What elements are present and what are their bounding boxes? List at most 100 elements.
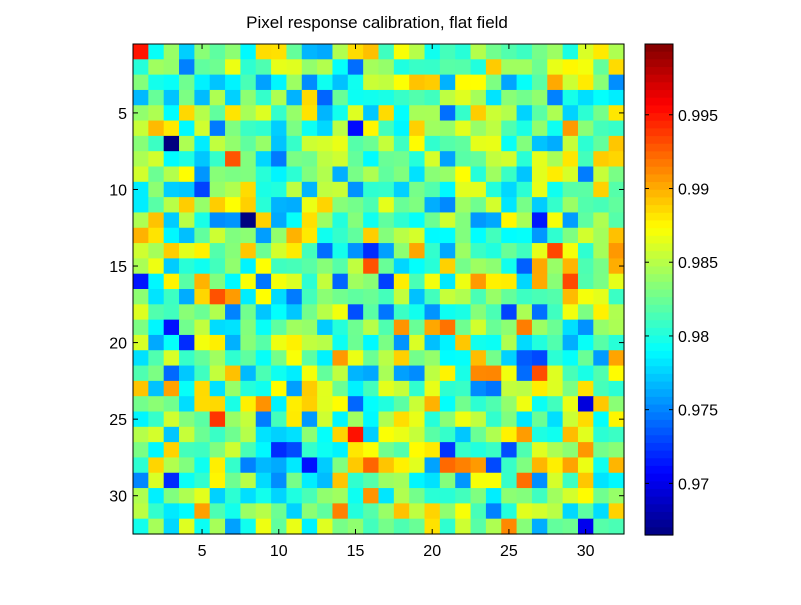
- heatmap-cell: [363, 135, 380, 152]
- heatmap-cell: [485, 74, 502, 91]
- heatmap-cell: [271, 411, 288, 428]
- heatmap-cell: [424, 74, 441, 91]
- heatmap-cell: [347, 197, 364, 214]
- heatmap-cell: [593, 426, 610, 443]
- heatmap-cell: [209, 212, 226, 229]
- heatmap-cell: [393, 227, 410, 244]
- heatmap-cell: [501, 503, 518, 520]
- colorbar-segment: [645, 389, 673, 398]
- heatmap-cell: [608, 289, 625, 305]
- colorbar-segment: [645, 419, 673, 429]
- heatmap-cell: [363, 166, 380, 183]
- heatmap-cell: [225, 426, 241, 443]
- heatmap-cell: [148, 518, 165, 535]
- heatmap-cell: [255, 227, 272, 244]
- heatmap-cell: [317, 411, 334, 428]
- heatmap-cell: [439, 457, 456, 474]
- heatmap-cell: [547, 365, 564, 382]
- x-axis: 5 10 15 20 25 30: [198, 44, 595, 560]
- heatmap-cell: [133, 227, 149, 244]
- heatmap-cell: [301, 151, 318, 168]
- heatmap-cell: [485, 120, 502, 137]
- heatmap-cell: [301, 135, 318, 152]
- heatmap-cell: [470, 74, 487, 91]
- heatmap-cell: [409, 518, 426, 535]
- heatmap-cell: [317, 319, 334, 336]
- heatmap-cell: [240, 105, 257, 122]
- heatmap-cell: [240, 212, 257, 229]
- heatmap-cell: [209, 181, 226, 198]
- heatmap-cell: [332, 59, 349, 76]
- heatmap-cell: [363, 488, 380, 504]
- heatmap-cell: [439, 350, 456, 367]
- heatmap-cell: [409, 135, 426, 152]
- heatmap-cell: [225, 181, 241, 198]
- heatmap-cell: [593, 89, 610, 106]
- heatmap-cell: [608, 197, 625, 214]
- heatmap-cell: [378, 396, 395, 413]
- heatmap-cell: [439, 44, 456, 60]
- heatmap-cell: [577, 518, 594, 535]
- heatmap-cell: [163, 334, 180, 351]
- heatmap-cell: [179, 365, 195, 382]
- heatmap-cell: [424, 197, 441, 214]
- heatmap-cell: [485, 135, 502, 152]
- heatmap-cell: [286, 135, 303, 152]
- heatmap-cell: [424, 273, 441, 290]
- heatmap-cell: [409, 44, 426, 60]
- heatmap-cell: [209, 289, 226, 305]
- heatmap-cell: [194, 365, 211, 382]
- heatmap-cell: [317, 503, 334, 520]
- heatmap-cell: [363, 380, 380, 397]
- heatmap-cell: [240, 273, 257, 290]
- heatmap-cell: [577, 166, 594, 183]
- heatmap-cell: [332, 503, 349, 520]
- heatmap-cell: [271, 151, 288, 168]
- colorbar-tick-label: 0.975: [678, 403, 718, 420]
- colorbar-segment: [645, 289, 673, 298]
- heatmap-cell: [347, 151, 364, 168]
- colorbar-segment: [645, 159, 673, 168]
- heatmap-cell: [347, 304, 364, 321]
- heatmap-cell: [347, 350, 364, 367]
- heatmap-cell: [148, 243, 165, 259]
- heatmap-cell: [225, 273, 241, 290]
- heatmap-cell: [255, 44, 272, 60]
- heatmap-cell: [409, 380, 426, 397]
- heatmap-cell: [225, 380, 241, 397]
- heatmap-cell: [347, 166, 364, 183]
- heatmap-cell: [393, 472, 410, 489]
- heatmap-cell: [485, 243, 502, 259]
- heatmap-cell: [179, 166, 195, 183]
- heatmap-cell: [271, 426, 288, 443]
- heatmap-cell: [363, 120, 380, 137]
- heatmap-cell: [255, 273, 272, 290]
- heatmap-cell: [516, 319, 533, 336]
- heatmap-cell: [148, 258, 165, 275]
- heatmap-cell: [531, 411, 548, 428]
- heatmap-cell: [271, 44, 288, 60]
- heatmap-cell: [470, 518, 487, 535]
- heatmap-cell: [577, 365, 594, 382]
- colorbar-segment: [645, 488, 673, 498]
- heatmap-cell: [577, 227, 594, 244]
- heatmap-cell: [148, 380, 165, 397]
- heatmap-cell: [608, 518, 625, 535]
- heatmap-cell: [531, 258, 548, 275]
- heatmap-cell: [501, 74, 518, 91]
- heatmap-cell: [470, 105, 487, 122]
- heatmap-cell: [562, 120, 579, 137]
- heatmap-cell: [516, 166, 533, 183]
- heatmap-cell: [255, 151, 272, 168]
- colorbar-segment: [645, 274, 673, 283]
- heatmap-cell: [179, 59, 195, 76]
- heatmap-cell: [225, 44, 241, 60]
- colorbar-segment: [645, 358, 673, 367]
- heatmap-cell: [133, 442, 149, 459]
- heatmap-cell: [363, 181, 380, 198]
- heatmap-cell: [516, 59, 533, 76]
- heatmap-cell: [501, 442, 518, 459]
- heatmap-cell: [455, 289, 472, 305]
- heatmap-cell: [470, 411, 487, 428]
- heatmap-cell: [501, 120, 518, 137]
